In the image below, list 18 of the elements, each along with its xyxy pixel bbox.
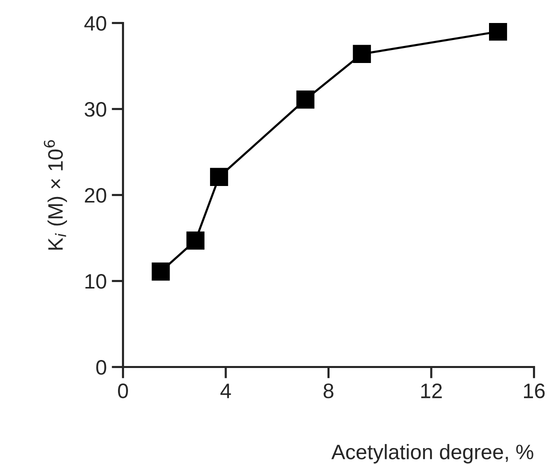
point <box>186 232 204 250</box>
y-tick-label: 30 <box>84 102 106 117</box>
x-axis-title: Acetylation degree, % <box>331 444 534 464</box>
y-tick-label: 0 <box>96 360 106 375</box>
y-tick-label: 40 <box>84 16 106 31</box>
x-tick-label: 4 <box>220 384 231 398</box>
point <box>296 90 314 109</box>
point <box>152 262 170 281</box>
y-tick-label: 10 <box>85 274 106 289</box>
point <box>210 168 228 186</box>
x-tick-label: 0 <box>118 384 128 398</box>
x-tick-label: 12 <box>421 384 442 398</box>
y-axis-title: K$_{i}$ (M) × 10$^{6}$ <box>44 140 67 250</box>
point <box>352 44 371 63</box>
y-tick-label: 20 <box>84 188 106 203</box>
x-tick-label: 8 <box>324 384 334 398</box>
x-tick-label: 16 <box>524 384 545 398</box>
point <box>489 23 508 41</box>
